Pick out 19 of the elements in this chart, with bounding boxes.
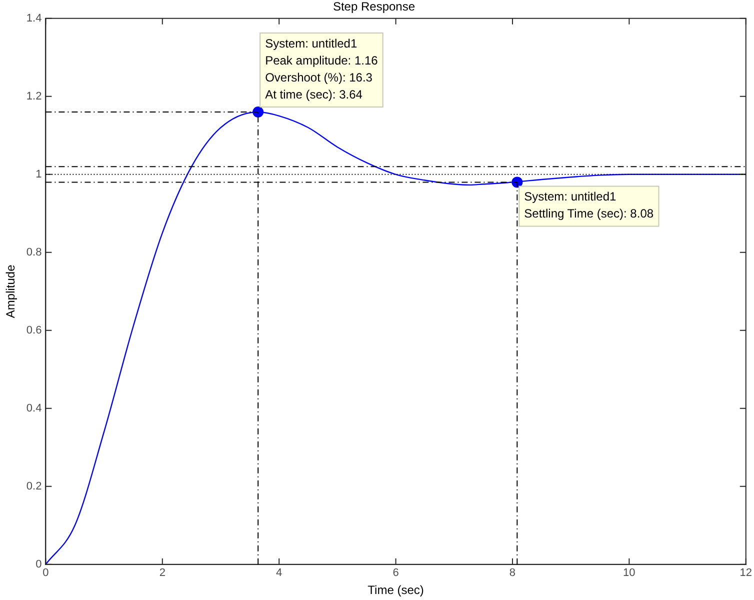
y-tick-label: 0 <box>36 558 42 570</box>
y-tick-label: 1 <box>36 168 42 180</box>
x-tick-label: 10 <box>623 567 636 580</box>
annotation: System: untitled1 Peak amplitude: 1.16 Overshoot (%): 16.3 At time (sec): 3.64 <box>265 36 378 102</box>
y-tick-label: 0.2 <box>26 480 42 492</box>
x-axis-title: Time (sec) <box>368 583 424 598</box>
y-tick-label: 0.8 <box>26 246 42 258</box>
x-tick-label: 2 <box>159 567 166 580</box>
y-tick-label: 1.2 <box>26 90 42 102</box>
y-tick-label: 0.6 <box>26 324 42 336</box>
chart-title: Step Response <box>332 0 416 14</box>
y-axis-title: Amplitude <box>4 264 18 318</box>
y-tick-label: 0.4 <box>26 402 42 414</box>
x-tick-label: 12 <box>740 567 752 580</box>
x-tick-label: 8 <box>509 567 516 580</box>
annotation: System: untitled1 Settling Time (sec): 8.08 <box>524 190 654 221</box>
y-tick-label: 1.4 <box>26 12 42 24</box>
x-tick-label: 6 <box>392 567 399 580</box>
x-tick-label: 4 <box>276 567 282 580</box>
